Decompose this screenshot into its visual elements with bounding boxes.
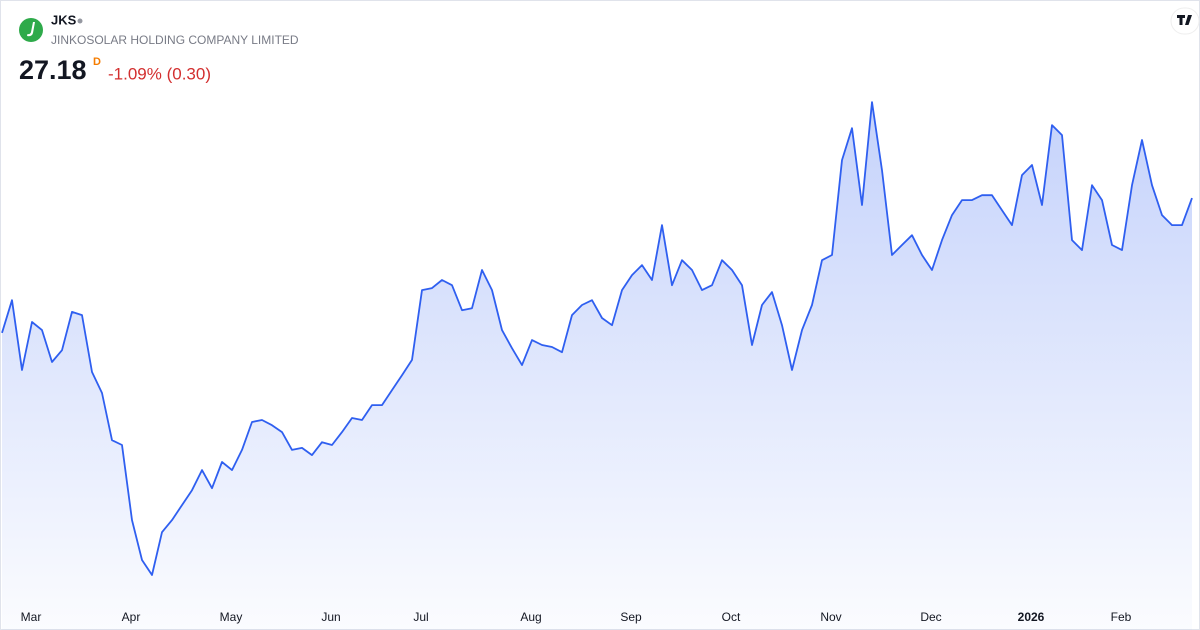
x-tick-label: Mar <box>21 610 42 624</box>
symbol: JKS <box>51 12 77 27</box>
x-tick-label: Feb <box>1111 610 1132 624</box>
x-tick-label: Jul <box>413 610 428 624</box>
x-tick-label: Oct <box>722 610 741 624</box>
logo-mark <box>27 22 35 37</box>
x-tick-label: Apr <box>122 610 141 624</box>
interval: D <box>93 56 101 68</box>
area-fill <box>2 102 1192 630</box>
tv-logo-bg <box>1170 7 1200 35</box>
last-price: 27.18 <box>19 55 87 85</box>
x-tick-label: Aug <box>520 610 541 624</box>
plot-area: Mar Apr May Jun Jul Aug Sep Oct Nov Dec 2026 Feb <box>1 101 1193 630</box>
logo <box>19 18 43 42</box>
x-tick-label: Jun <box>321 610 340 624</box>
price-line <box>1 101 1193 576</box>
x-tick-label: 2026 <box>1018 610 1045 624</box>
x-tick-label: Sep <box>620 610 642 624</box>
company-name: JINKOSOLAR HOLDING COMPANY LIMITED <box>51 33 299 47</box>
change: -1.09% (0.30) <box>108 64 211 83</box>
tv-logo <box>1177 15 1192 25</box>
x-tick-label: May <box>220 610 243 624</box>
x-tick-label: Nov <box>820 610 841 624</box>
x-tick-label: Dec <box>920 610 941 624</box>
status-dot <box>77 18 83 24</box>
